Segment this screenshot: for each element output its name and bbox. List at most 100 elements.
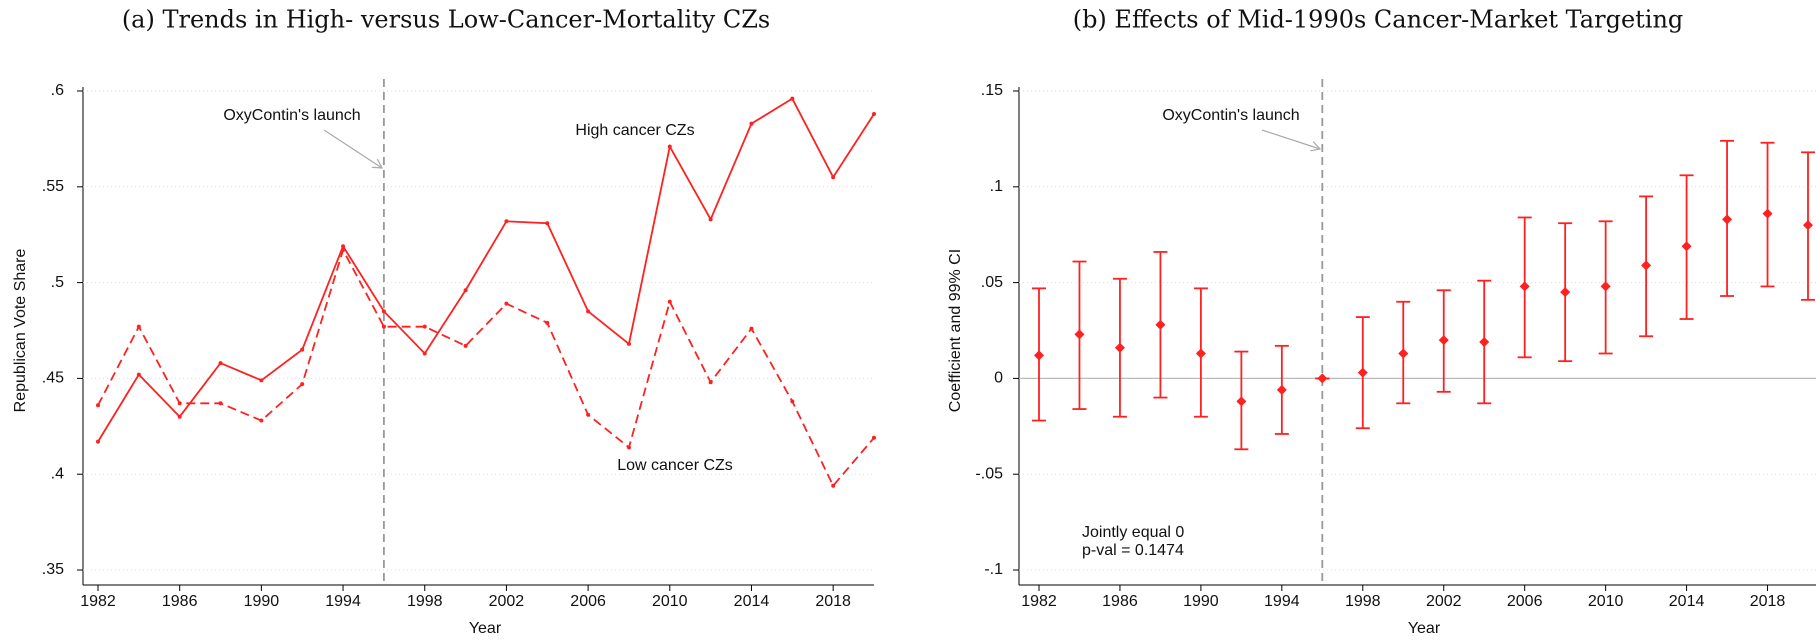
x-tick-label: 2018 <box>1750 593 1786 610</box>
y-tick-label: .4 <box>51 465 64 482</box>
series-line <box>97 247 875 488</box>
point <box>1641 260 1652 271</box>
x-tick-label: 1982 <box>80 593 116 610</box>
point <box>218 401 223 406</box>
y-tick-label: .55 <box>42 178 64 195</box>
annotation-arrow <box>1261 129 1320 149</box>
point <box>341 244 346 249</box>
point <box>1155 319 1166 330</box>
point <box>586 412 591 417</box>
point <box>1195 348 1206 359</box>
x-tick-label: 2006 <box>570 593 606 610</box>
series-line <box>97 97 875 443</box>
y-axis-title: Republican Vote Share <box>12 249 29 413</box>
x-tick-label: 1998 <box>1345 593 1381 610</box>
x-tick-label: 1990 <box>1183 593 1219 610</box>
point <box>463 288 468 293</box>
point <box>1438 335 1449 346</box>
chart-title: (b) Effects of Mid-1990s Cancer-Market T… <box>1073 6 1684 34</box>
chart: (a) Trends in High- versus Low-Cancer-Mo… <box>12 6 876 637</box>
point <box>749 326 754 331</box>
point <box>790 96 795 101</box>
point <box>667 144 672 149</box>
point <box>177 414 182 419</box>
point <box>708 217 713 222</box>
y-tick-label: .1 <box>990 178 1003 195</box>
point <box>96 403 100 408</box>
y-tick-label: .15 <box>981 82 1003 99</box>
chart: (b) Effects of Mid-1990s Cancer-Market T… <box>947 6 1816 637</box>
annotation: OxyContin's launch <box>223 107 360 124</box>
annotation: p-val = 0.1474 <box>1082 542 1184 559</box>
y-tick-label: .05 <box>981 274 1003 291</box>
point <box>381 309 386 314</box>
point <box>1762 208 1773 219</box>
point <box>96 439 100 444</box>
point <box>1114 342 1125 353</box>
y-tick-label: -.1 <box>984 561 1003 578</box>
point <box>749 121 754 126</box>
point <box>422 351 427 356</box>
point <box>667 299 672 304</box>
y-tick-label: .5 <box>51 274 64 291</box>
point <box>341 248 346 253</box>
point <box>1034 350 1044 361</box>
point <box>831 483 836 488</box>
point <box>1357 367 1368 378</box>
x-tick-label: 1994 <box>325 593 361 610</box>
series-label: High cancer CZs <box>575 122 694 139</box>
x-tick-label: 2006 <box>1507 593 1543 610</box>
point <box>504 219 509 224</box>
y-tick-label: .45 <box>42 370 64 387</box>
series-label: Low cancer CZs <box>617 457 733 474</box>
annotation: OxyContin's launch <box>1162 107 1299 124</box>
point <box>626 445 631 450</box>
point <box>790 399 795 404</box>
point <box>1317 373 1328 384</box>
x-tick-label: 1986 <box>162 593 198 610</box>
point <box>831 175 836 180</box>
annotation: Jointly equal 0 <box>1082 524 1184 541</box>
point <box>1722 214 1733 225</box>
point <box>545 221 550 226</box>
x-tick-label: 1982 <box>1021 593 1057 610</box>
point <box>136 324 141 329</box>
x-tick-label: 2002 <box>1426 593 1462 610</box>
point <box>463 343 468 348</box>
point <box>708 380 713 385</box>
point <box>381 324 386 329</box>
y-axis-title: Coefficient and 99% CI <box>947 249 964 412</box>
y-tick-label: 0 <box>994 370 1003 387</box>
x-tick-label: 1994 <box>1264 593 1300 610</box>
point <box>1560 287 1571 298</box>
x-tick-label: 1998 <box>407 593 443 610</box>
point <box>136 372 141 377</box>
point <box>259 418 264 423</box>
x-tick-label: 2002 <box>489 593 525 610</box>
y-tick-label: .35 <box>42 561 64 578</box>
point <box>1398 348 1409 359</box>
point <box>259 378 264 383</box>
point <box>1236 396 1247 407</box>
point <box>300 347 305 352</box>
x-axis-title: Year <box>1408 620 1441 637</box>
point <box>586 309 591 314</box>
point <box>1074 329 1085 340</box>
point <box>1681 241 1692 252</box>
annotation-arrow <box>323 129 382 168</box>
point <box>1479 336 1490 347</box>
point <box>872 435 876 440</box>
x-tick-label: 2014 <box>1669 593 1705 610</box>
point <box>177 401 182 406</box>
point <box>1519 281 1530 292</box>
point <box>504 301 509 306</box>
x-tick-label: 2018 <box>815 593 851 610</box>
x-tick-label: 1986 <box>1102 593 1138 610</box>
x-tick-label: 2010 <box>1588 593 1624 610</box>
point <box>1276 384 1287 395</box>
point <box>872 111 876 116</box>
x-tick-label: 1990 <box>244 593 280 610</box>
x-axis-title: Year <box>469 620 502 637</box>
